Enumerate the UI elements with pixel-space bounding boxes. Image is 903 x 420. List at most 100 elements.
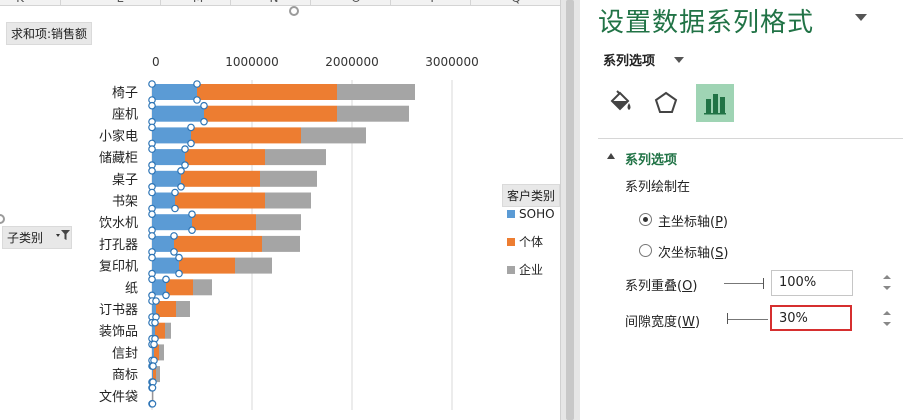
bar-SOHO[interactable]	[152, 257, 179, 274]
column-header-m[interactable]: M	[188, 0, 208, 5]
bar-个体[interactable]	[153, 366, 156, 383]
selection-handle[interactable]	[177, 183, 185, 191]
bar-SOHO[interactable]	[152, 149, 185, 166]
selection-handle[interactable]	[193, 80, 201, 88]
column-header-l[interactable]: L	[110, 0, 130, 5]
section-collapse-triangle-icon[interactable]	[607, 153, 615, 159]
column-header-k[interactable]: K	[10, 0, 30, 5]
bar-SOHO[interactable]	[152, 105, 204, 122]
bar-SOHO[interactable]	[152, 387, 153, 404]
bar-SOHO[interactable]	[152, 279, 166, 296]
secondary-axis-radio[interactable]	[639, 244, 652, 257]
bar-企业[interactable]	[156, 366, 160, 383]
bar-SOHO[interactable]	[152, 192, 175, 209]
bar-个体[interactable]	[166, 279, 193, 296]
spin-up-icon[interactable]	[883, 275, 891, 279]
selection-handle[interactable]	[148, 232, 156, 240]
gap-width-spinner[interactable]	[880, 306, 894, 332]
bar-SOHO[interactable]	[152, 301, 156, 317]
bar-SOHO[interactable]	[152, 170, 181, 187]
selection-handle[interactable]	[148, 253, 156, 262]
bar-企业[interactable]	[265, 149, 326, 166]
bar-个体[interactable]	[156, 301, 176, 317]
series-overlap-slider-track[interactable]	[724, 283, 764, 284]
bar-企业[interactable]	[235, 257, 272, 274]
gap-width-slider-thumb[interactable]	[727, 313, 728, 324]
bar-企业[interactable]	[159, 344, 164, 361]
bar-SOHO[interactable]	[152, 344, 154, 361]
column-header-q[interactable]: Q	[506, 0, 526, 5]
selection-handle[interactable]	[175, 269, 183, 278]
bar-SOHO[interactable]	[152, 322, 155, 339]
selection-handle[interactable]	[151, 318, 159, 327]
bar-个体[interactable]	[197, 84, 337, 100]
selection-handle[interactable]	[148, 210, 156, 219]
legend-entry[interactable]: SOHO	[519, 207, 555, 221]
spin-down-icon[interactable]	[883, 322, 891, 326]
chart-resize-handle-left[interactable]	[0, 214, 5, 224]
selection-handle[interactable]	[152, 297, 160, 305]
selection-handle[interactable]	[148, 101, 156, 110]
selection-handle[interactable]	[181, 161, 189, 169]
column-header-n[interactable]: N	[264, 0, 284, 5]
selection-handle[interactable]	[148, 275, 156, 284]
selection-handle[interactable]	[148, 188, 156, 197]
legend-entry[interactable]: 个体	[519, 235, 543, 249]
selection-handle[interactable]	[148, 123, 156, 132]
selection-handle[interactable]	[171, 188, 179, 197]
series-overlap-spinner[interactable]	[880, 270, 894, 296]
row-field-button[interactable]: 子类别	[2, 226, 72, 249]
legend-field-button[interactable]: 客户类别	[502, 184, 560, 207]
bar-个体[interactable]	[181, 170, 260, 187]
selection-handle[interactable]	[193, 96, 201, 104]
bar-个体[interactable]	[192, 214, 256, 231]
legend-entry[interactable]: 企业	[519, 262, 543, 277]
selection-handle[interactable]	[148, 167, 156, 175]
bar-个体[interactable]	[185, 149, 265, 166]
selection-handle[interactable]	[188, 210, 196, 219]
bar-个体[interactable]	[154, 344, 159, 361]
section-header-series-options[interactable]: 系列选项	[625, 153, 678, 168]
scrollbar-thumb[interactable]	[566, 0, 574, 420]
tab-effects[interactable]	[647, 84, 685, 122]
gap-width-slider-track[interactable]	[728, 319, 768, 320]
bar-企业[interactable]	[301, 127, 366, 144]
bar-个体[interactable]	[174, 235, 262, 252]
bar-SOHO[interactable]	[152, 366, 153, 383]
tab-fill-line[interactable]	[601, 84, 639, 122]
series-overlap-slider-thumb[interactable]	[763, 278, 764, 289]
filter-funnel-icon[interactable]	[56, 229, 70, 241]
bar-SOHO[interactable]	[152, 127, 191, 144]
series-options-dropdown-label[interactable]: 系列选项	[603, 54, 656, 69]
bar-个体[interactable]	[191, 127, 301, 144]
series-options-chevron-down-icon[interactable]	[674, 57, 684, 63]
primary-axis-label[interactable]: 主坐标轴(P)	[658, 215, 728, 230]
secondary-axis-label[interactable]: 次坐标轴(S)	[658, 246, 729, 261]
spin-down-icon[interactable]	[883, 286, 891, 290]
tab-series-options[interactable]	[696, 84, 734, 122]
selection-handle[interactable]	[162, 275, 170, 284]
bar-个体[interactable]	[175, 192, 265, 209]
gap-width-input[interactable]: 30%	[770, 305, 852, 331]
vertical-scrollbar[interactable]	[565, 0, 575, 420]
chart-resize-handle-top[interactable]	[289, 6, 299, 16]
selection-handle[interactable]	[187, 139, 195, 148]
column-header-o[interactable]: O	[346, 0, 366, 5]
bar-企业[interactable]	[176, 301, 190, 317]
pivot-bar-chart[interactable]: 0 1000000 2000000 3000000 椅子座机小家电储藏柜桌子书架饮水机打…	[0, 0, 560, 420]
selection-handle[interactable]	[149, 362, 157, 370]
selection-handle[interactable]	[177, 167, 185, 175]
bar-企业[interactable]	[260, 170, 317, 187]
bar-企业[interactable]	[337, 105, 409, 122]
bar-SOHO[interactable]	[152, 235, 174, 252]
bar-个体[interactable]	[179, 257, 235, 274]
bar-企业[interactable]	[193, 279, 212, 296]
selection-handle[interactable]	[170, 232, 178, 240]
value-field-button[interactable]: 求和项:销售额	[6, 22, 93, 45]
selection-handle[interactable]	[175, 253, 183, 262]
bar-SOHO[interactable]	[152, 214, 192, 231]
bar-SOHO[interactable]	[152, 84, 197, 100]
bar-企业[interactable]	[337, 84, 415, 100]
series-overlap-input[interactable]: 100%	[771, 270, 853, 296]
selection-handle[interactable]	[148, 80, 156, 88]
